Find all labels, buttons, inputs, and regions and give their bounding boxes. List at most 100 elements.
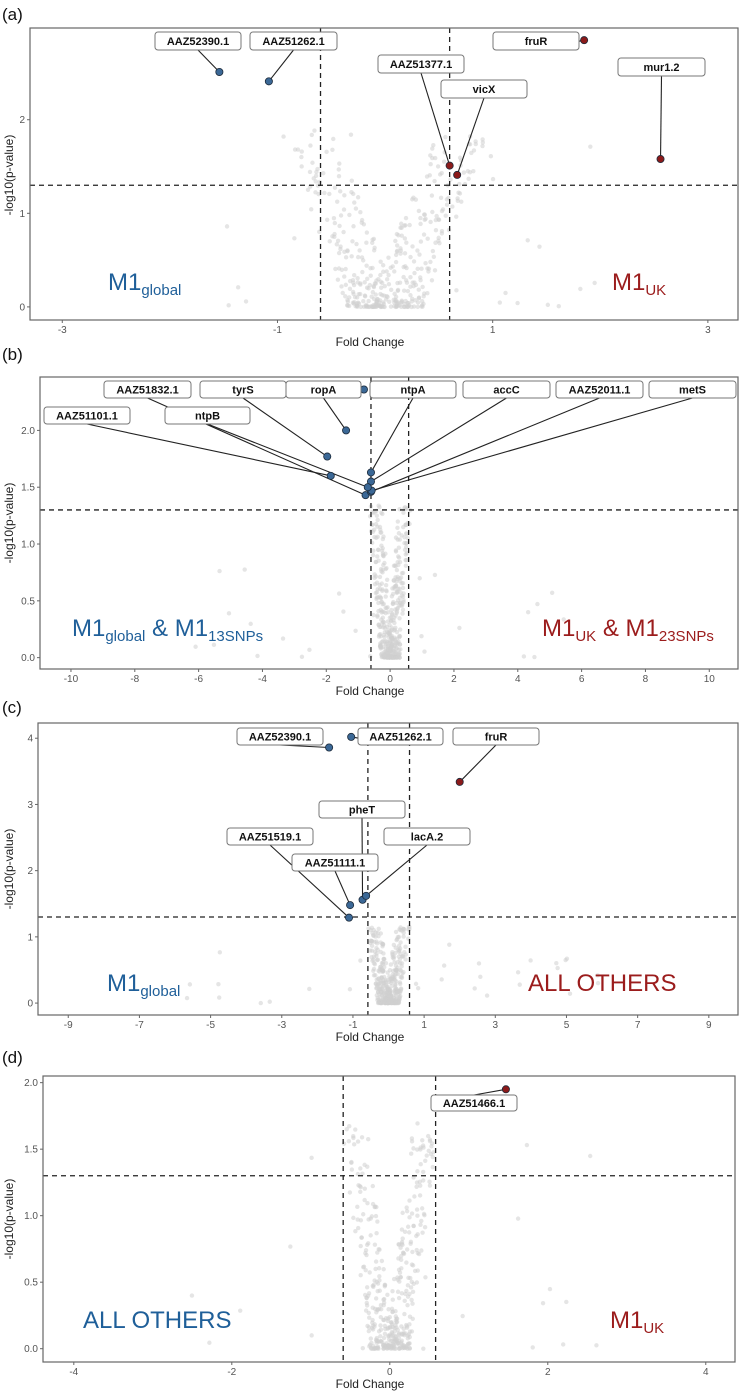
background-point <box>402 301 407 307</box>
background-point <box>360 1345 365 1351</box>
background-point <box>375 947 380 953</box>
background-point <box>392 1346 397 1351</box>
background-point <box>370 553 376 558</box>
label-leader-line <box>370 397 414 473</box>
background-point <box>224 224 230 229</box>
background-point <box>361 1264 367 1269</box>
background-point <box>408 1285 414 1290</box>
background-point <box>410 1263 416 1268</box>
background-point <box>382 1282 387 1287</box>
background-point <box>384 984 389 990</box>
background-point <box>396 1331 402 1336</box>
background-point <box>400 954 405 959</box>
background-point <box>345 248 350 253</box>
x-tick-label: 6 <box>579 674 585 685</box>
gene-label-box <box>226 827 314 846</box>
background-point <box>394 590 400 596</box>
background-point <box>390 611 395 616</box>
background-point <box>390 1297 395 1302</box>
background-point <box>347 1190 353 1195</box>
background-point <box>379 543 384 548</box>
panel-tag: (c) <box>2 698 22 717</box>
background-point <box>358 958 363 963</box>
gene-label-box <box>291 853 379 872</box>
background-point <box>381 1297 386 1302</box>
background-point <box>595 973 600 978</box>
background-point <box>410 1289 416 1295</box>
gene-label-box <box>430 1094 518 1112</box>
significant-point <box>455 777 464 786</box>
background-point <box>373 590 379 596</box>
background-point <box>420 1138 425 1143</box>
background-point <box>397 586 402 591</box>
background-point <box>377 1288 382 1293</box>
background-point <box>418 239 424 244</box>
background-point <box>389 625 394 630</box>
gene-label: mur1.2 <box>617 57 706 77</box>
background-point <box>398 981 403 987</box>
background-point <box>386 272 391 278</box>
x-tick-label: -5 <box>206 1020 215 1031</box>
background-point <box>341 609 346 614</box>
x-tick-label: -3 <box>58 325 67 336</box>
background-point <box>378 1334 383 1339</box>
background-point <box>393 297 398 303</box>
background-point <box>373 574 379 579</box>
background-point <box>431 142 436 148</box>
background-point <box>364 285 370 290</box>
background-point <box>353 628 358 634</box>
background-point <box>364 263 369 268</box>
group-label-right: M1UK & M123SNPs <box>542 615 714 645</box>
gene-label: AAZ51466.1 <box>430 1094 518 1112</box>
x-tick-label: -9 <box>64 1020 73 1031</box>
background-point <box>400 1210 405 1216</box>
background-point <box>338 189 343 194</box>
background-point <box>398 590 403 595</box>
background-point <box>418 221 423 227</box>
label-leader-line <box>370 397 600 493</box>
background-point <box>381 956 387 962</box>
gene-label-text: pheT <box>349 805 376 817</box>
background-point <box>343 294 348 299</box>
background-point <box>352 1142 357 1147</box>
background-point <box>371 973 377 978</box>
y-tick-label: 0.5 <box>21 596 35 607</box>
background-point <box>420 1230 425 1235</box>
background-point <box>467 142 473 147</box>
background-point <box>349 178 354 183</box>
background-point <box>343 255 349 260</box>
background-point <box>409 1136 415 1141</box>
background-point <box>379 1000 385 1006</box>
panel-tag: (b) <box>2 345 23 364</box>
background-point <box>315 183 321 188</box>
background-point <box>368 273 373 278</box>
background-point <box>377 574 383 580</box>
background-point <box>409 299 415 304</box>
y-axis-label: -log10(p-value) <box>2 829 16 910</box>
background-point <box>415 1147 420 1152</box>
background-point <box>421 294 426 299</box>
background-point <box>421 212 427 217</box>
gene-label-text: tyrS <box>232 385 253 397</box>
background-point <box>336 173 342 179</box>
group-label-subscript: global <box>105 628 145 645</box>
label-leader-line <box>207 423 368 488</box>
background-point <box>380 588 385 593</box>
background-point <box>368 1345 374 1351</box>
background-point <box>364 230 370 235</box>
background-point <box>366 1217 371 1222</box>
background-point <box>385 970 390 975</box>
background-point <box>379 530 384 535</box>
background-point <box>383 297 389 302</box>
background-point <box>238 1308 243 1313</box>
background-point <box>353 206 359 211</box>
background-point <box>396 947 401 952</box>
background-point <box>366 298 371 304</box>
y-tick-label: 1 <box>27 932 33 943</box>
background-point <box>405 288 411 294</box>
background-point <box>400 585 406 591</box>
gene-label-box <box>164 406 251 425</box>
background-point <box>415 266 420 272</box>
significant-point <box>345 913 354 922</box>
background-point <box>299 164 304 169</box>
